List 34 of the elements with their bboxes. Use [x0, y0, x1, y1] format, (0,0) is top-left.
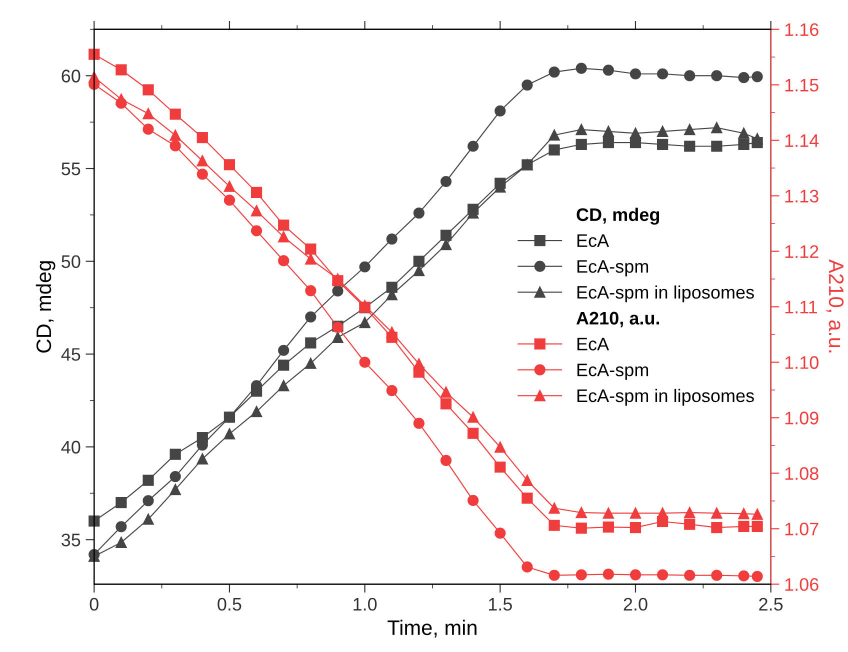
annotation: A210, a.u.	[576, 312, 660, 328]
x-tick-label: 0.5	[218, 598, 242, 611]
y-tick-label: 35	[62, 534, 80, 546]
y-tick-label: 40	[61, 440, 80, 454]
y2-tick-label: 1.15	[785, 78, 818, 92]
x-tick-label: 1.0	[354, 598, 377, 611]
legend-label: EcA-spm in liposomes	[577, 285, 754, 302]
y2-tick-label: 1.09	[785, 412, 818, 424]
y2-tick-label: 1.10	[785, 356, 818, 369]
annotation: CD, mdeg	[576, 208, 660, 225]
y-axis-title: CD, mdeg	[36, 261, 56, 353]
x-axis-title: Time, min	[388, 620, 476, 638]
y2-tick-label: 1.06	[785, 578, 818, 591]
y2-tick-label: 1.16	[785, 23, 818, 36]
x-tick-label: 1.5	[488, 598, 512, 611]
y-tick-label: 50	[62, 255, 80, 268]
legend-label: EcA-spm	[577, 260, 648, 276]
y-tick-label: 55	[62, 162, 80, 176]
y-tick-label: 60	[62, 70, 80, 82]
legend-label: EcA-spm in liposomes	[577, 388, 754, 406]
legend-label: EcA	[577, 234, 610, 248]
legend-label: EcA	[577, 338, 610, 350]
y2-axis-title: A210, a.u.	[826, 259, 844, 352]
y2-tick-label: 1.14	[785, 134, 819, 147]
x-tick-label: 2.5	[759, 598, 783, 611]
y2-tick-label: 1.12	[785, 245, 818, 258]
x-tick-label: 0	[90, 598, 98, 611]
y2-tick-label: 1.13	[785, 190, 818, 203]
y2-tick-label: 1.11	[785, 300, 817, 314]
y-tick-label: 45	[61, 348, 80, 361]
y2-tick-label: 1.07	[785, 522, 818, 536]
x-tick-label: 2.0	[624, 598, 648, 611]
y2-tick-label: 1.08	[785, 467, 818, 480]
legend-label: EcA-spm	[577, 364, 648, 380]
